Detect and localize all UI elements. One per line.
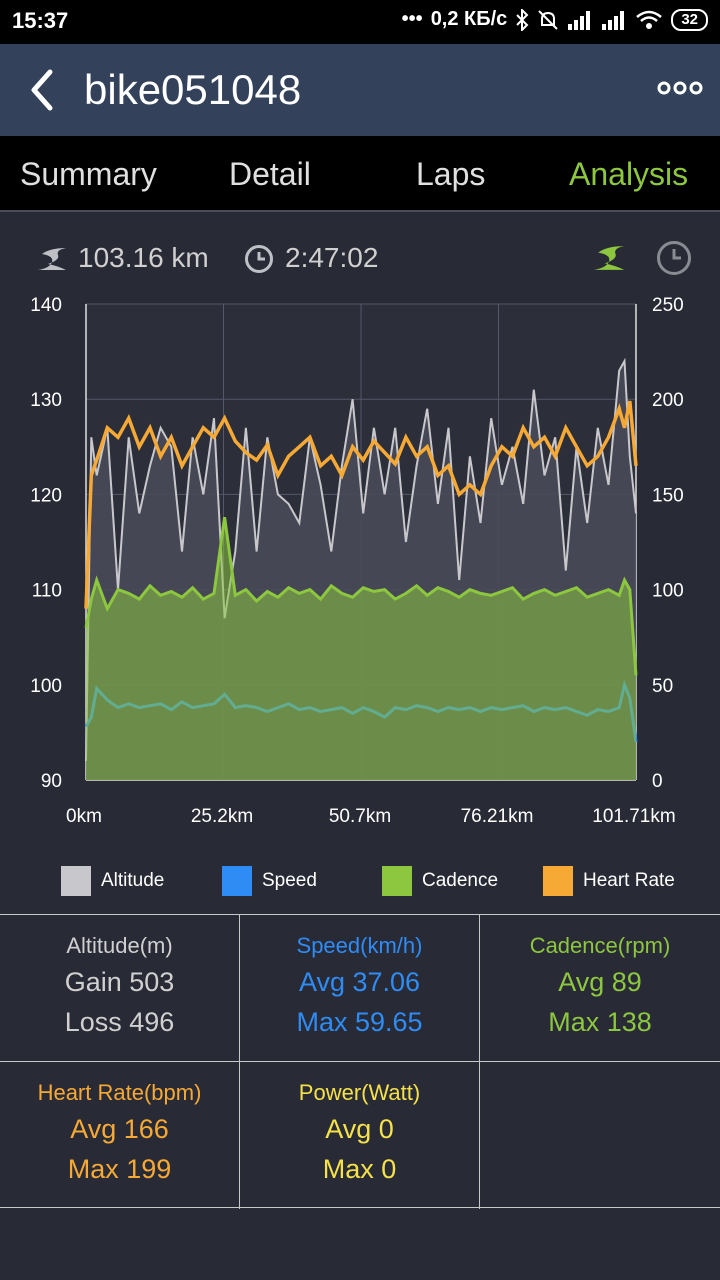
chart-legend: Altitude Speed Cadence Heart Rate: [0, 866, 720, 898]
chart-axis-labels: 140 130 120 110 100 90 250 200 150 100 50 0 0km 25.2k…: [30, 295, 683, 827]
stat-altitude-title: Altitude(m): [66, 933, 173, 958]
x-axis-tick-label: 0km: [66, 806, 102, 827]
mute-bell-icon: [538, 9, 559, 30]
legend-label-cadence: Cadence: [422, 870, 499, 891]
series-line-altitude: [85, 357, 637, 762]
tab-detail[interactable]: Detail: [229, 156, 311, 192]
time-axis-toggle-icon[interactable]: [656, 240, 692, 276]
series-line-cadence: [84, 516, 638, 676]
x-axis-tick-label: 101.71km: [592, 806, 675, 827]
status-icons: ••• 0,2 КБ/с 32: [402, 8, 708, 31]
total-distance: 103.16 km: [78, 242, 209, 273]
right-axis-tick-label: 0: [652, 771, 663, 792]
network-speed: 0,2 КБ/с: [430, 8, 508, 30]
tab-analysis[interactable]: Analysis: [569, 156, 689, 192]
right-axis-tick-label: 150: [652, 485, 684, 506]
legend-label-speed: Speed: [262, 870, 317, 891]
x-axis-tick-label: 25.2km: [191, 806, 253, 827]
back-arrow-icon[interactable]: [24, 66, 64, 114]
stat-speed-max: Max 59.65: [296, 1007, 423, 1037]
total-duration: 2:47:02: [285, 242, 379, 273]
left-axis-tick-label: 120: [30, 485, 62, 506]
stat-power-avg: Avg 0: [325, 1114, 394, 1144]
left-axis-tick-label: 100: [30, 676, 62, 697]
battery-indicator: 32: [671, 8, 708, 31]
series-line-heart-rate: [84, 400, 638, 609]
left-axis-tick-label: 140: [30, 295, 62, 316]
stat-power-max: Max 0: [322, 1154, 397, 1184]
clock-icon: [245, 245, 273, 273]
legend-swatch-heart-rate: [543, 866, 573, 896]
legend-item-speed: Speed: [222, 866, 317, 896]
stat-speed-title: Speed(km/h): [296, 933, 423, 958]
stat-power: Power(Watt) Avg 0 Max 0: [240, 1062, 480, 1209]
left-axis-tick-label: 110: [32, 581, 62, 602]
more-options-icon[interactable]: [656, 74, 704, 102]
left-axis-tick-label: 130: [30, 390, 62, 411]
road-distance-icon: [38, 248, 66, 270]
stat-altitude: Altitude(m) Gain 503 Loss 496: [0, 915, 240, 1062]
right-axis-tick-label: 250: [652, 295, 684, 316]
signal-icon-2: [602, 10, 625, 30]
bluetooth-icon: [516, 8, 529, 31]
legend-swatch-speed: [222, 866, 252, 896]
status-time: 15:37: [12, 8, 69, 33]
tab-laps[interactable]: Laps: [416, 156, 486, 192]
stat-altitude-loss: Loss 496: [64, 1007, 175, 1037]
left-axis-tick-label: 90: [41, 771, 62, 792]
status-bar: 15:37 ••• 0,2 КБ/с 32: [0, 0, 720, 44]
distance-axis-toggle-icon[interactable]: [590, 244, 628, 272]
stat-heart-rate-max: Max 199: [67, 1154, 172, 1184]
legend-item-cadence: Cadence: [382, 866, 498, 896]
right-axis-tick-label: 100: [652, 581, 684, 602]
stat-cadence-avg: Avg 89: [558, 967, 642, 997]
right-axis-tick-label: 50: [652, 676, 673, 697]
stat-heart-rate-avg: Avg 166: [70, 1114, 169, 1144]
x-axis-tick-label: 76.21km: [461, 806, 534, 827]
chart-series: [84, 357, 638, 780]
summary-row: 103.16 km 2:47:02: [0, 236, 720, 280]
signal-icon: [568, 10, 591, 30]
legend-label-altitude: Altitude: [101, 870, 165, 891]
stat-heart-rate: Heart Rate(bpm) Avg 166 Max 199: [0, 1062, 240, 1209]
stat-cadence-title: Cadence(rpm): [529, 933, 671, 958]
wifi-icon: [636, 10, 663, 29]
tab-bar: Summary Detail Laps Analysis: [0, 136, 720, 212]
stats-grid: Altitude(m) Gain 503 Loss 496 Speed(km/h…: [0, 914, 720, 1209]
stat-cadence-max: Max 138: [548, 1007, 652, 1037]
stat-cadence: Cadence(rpm) Avg 89 Max 138: [480, 915, 720, 1062]
right-axis-tick-label: 200: [652, 390, 684, 411]
stat-altitude-gain: Gain 503: [64, 967, 175, 997]
stat-heart-rate-title: Heart Rate(bpm): [37, 1080, 202, 1105]
legend-swatch-cadence: [382, 866, 412, 896]
x-axis-tick-label: 50.7km: [329, 806, 391, 827]
stat-empty-cell: [480, 1062, 720, 1209]
legend-item-heart-rate: Heart Rate: [543, 866, 675, 896]
legend-swatch-altitude: [61, 866, 91, 896]
stat-speed-avg: Avg 37.06: [298, 967, 421, 997]
series-area-cadence: [86, 517, 636, 780]
legend-label-heart-rate: Heart Rate: [583, 870, 675, 891]
app-bar: bike051048: [0, 44, 720, 136]
legend-item-altitude: Altitude: [61, 866, 164, 896]
tab-summary[interactable]: Summary: [20, 156, 157, 192]
stat-power-title: Power(Watt): [298, 1080, 421, 1105]
activity-title: bike051048: [84, 66, 302, 113]
analysis-chart: 140 130 120 110 100 90 250 200 150 100 50 0 0km 25.2k…: [30, 295, 683, 827]
stat-speed: Speed(km/h) Avg 37.06 Max 59.65: [240, 915, 480, 1062]
more-notifications-icon: •••: [401, 8, 423, 30]
